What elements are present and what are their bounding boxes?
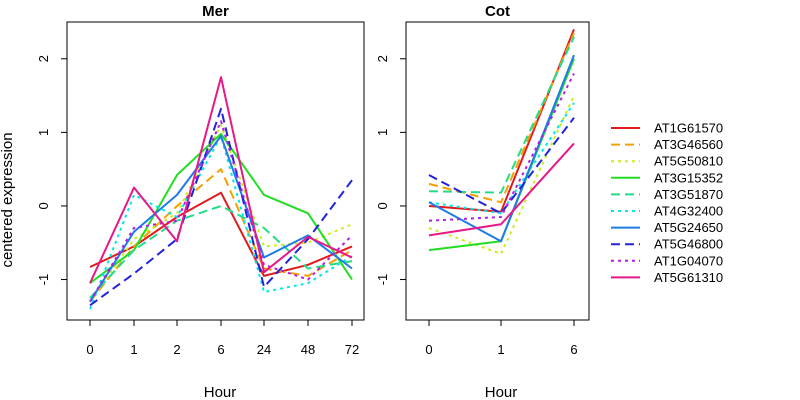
panel-cot-plot-area: 0 1 6 -1 0 1 2 [375,29,578,357]
panel-cot: Cot 0 1 6 -1 0 1 2 Hour [375,3,590,400]
panel-mer-x-tick-label: 48 [301,342,315,357]
panel-cot-y-tick-label: 0 [375,202,390,209]
panel-mer-x-tick-label: 0 [86,342,93,357]
panel-mer-y-tick-label: 1 [36,129,51,136]
panel-cot-y-tick-label: 1 [375,129,390,136]
legend-label-at4g32400: AT4G32400 [654,204,723,219]
panel-cot-series-at5g61310 [428,142,575,237]
panel-mer-series-at4g32400 [89,135,353,310]
legend-label-at3g15352: AT3G15352 [654,170,723,185]
panel-cot-series-at5g50810 [428,95,575,255]
panel-cot-series-at3g51870 [428,36,575,194]
panel-mer-y-tick-label: -1 [36,274,51,286]
panel-mer-title: Mer [202,3,229,20]
panel-cot-y-tick-label: 2 [375,55,390,62]
panel-cot-series-at4g32400 [428,102,575,215]
legend-label-at5g50810: AT5G50810 [654,154,723,169]
panel-cot-x-axis-label: Hour [485,384,518,400]
legend-label-at5g24650: AT5G24650 [654,220,723,235]
panel-mer-series-at5g50810 [89,124,353,303]
panel-mer-y-tick-label: 0 [36,202,51,209]
legend-label-at5g46800: AT5G46800 [654,237,723,252]
panel-mer-x-tick-label: 1 [130,342,137,357]
legend-label-at3g46560: AT3G46560 [654,137,723,152]
panel-cot-series-at1g04070 [428,73,575,222]
panel-mer-series-at3g46560 [89,168,353,303]
panel-mer-x-tick-label: 6 [217,342,224,357]
legend-label-at1g04070: AT1G04070 [654,253,723,268]
panel-cot-series-at5g46800 [428,117,575,215]
panel-cot-title: Cot [485,3,510,20]
panel-mer: Mer 0 1 2 6 24 48 72 -1 0 1 2 Hour [36,3,365,400]
panel-cot-series-at1g61570 [428,29,575,213]
panel-mer-x-tick-label: 2 [173,342,180,357]
panel-cot-x-tick-label: 6 [570,342,577,357]
legend-label-at3g51870: AT3G51870 [654,187,723,202]
legend-label-at1g61570: AT1G61570 [654,121,723,136]
panel-cot-series-at5g24650 [428,54,575,243]
legend-label-at5g61310: AT5G61310 [654,270,723,285]
panel-cot-series-at3g15352 [428,58,575,252]
panel-mer-series-at5g24650 [89,135,353,303]
panel-cot-y-tick-label: -1 [375,274,390,286]
panel-cot-frame [405,21,590,321]
panel-mer-x-tick-label: 24 [257,342,271,357]
y-axis-label: centered expression [0,132,16,267]
panel-mer-y-tick-label: 2 [36,55,51,62]
panel-cot-x-tick-label: 1 [497,342,504,357]
panel-mer-frame [66,21,365,321]
panel-cot-x-tick-label: 0 [425,342,432,357]
panel-mer-series-at5g46800 [89,107,353,307]
panel-mer-plot-area: 0 1 2 6 24 48 72 -1 0 1 2 [36,55,359,357]
panel-mer-x-tick-label: 72 [345,342,359,357]
panel-mer-series-at1g04070 [89,120,353,303]
panel-mer-series-at3g51870 [89,205,353,299]
panel-mer-series-at5g61310 [89,76,353,284]
panel-mer-x-axis-label: Hour [204,384,237,400]
